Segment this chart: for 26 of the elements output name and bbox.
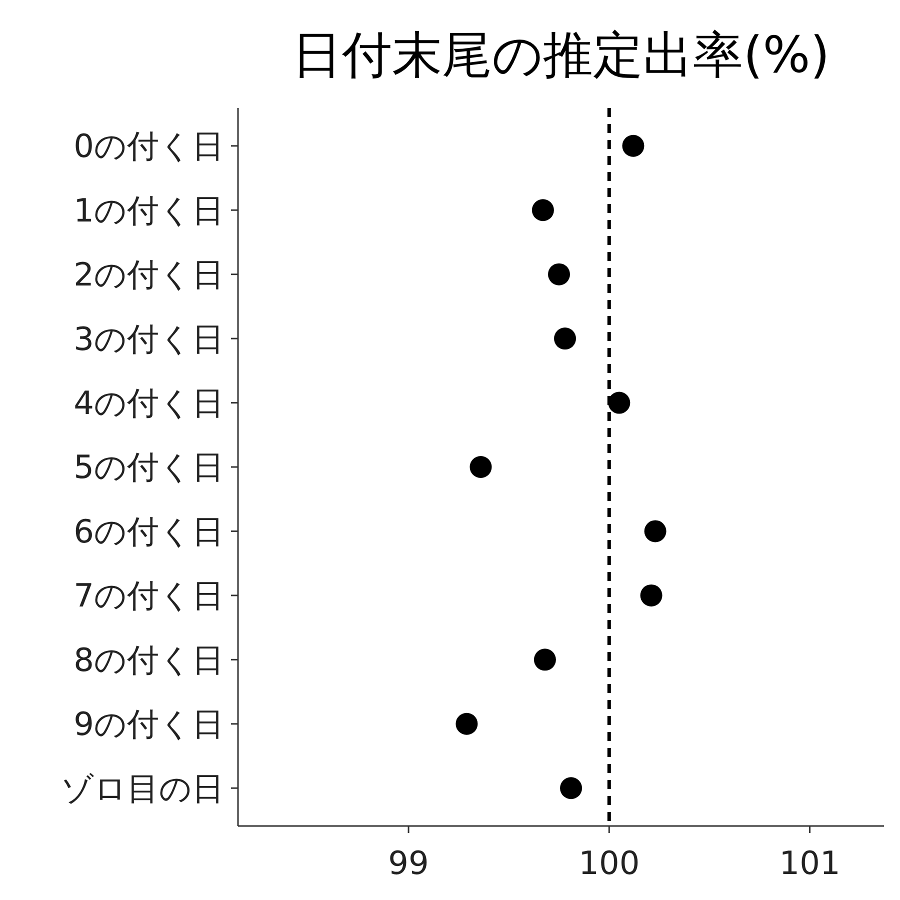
y-tick-label: 5の付く日: [74, 448, 224, 486]
point: [456, 712, 478, 735]
x-tick-label: 100: [578, 844, 640, 882]
y-tick-label: 6の付く日: [74, 512, 224, 550]
point: [470, 456, 492, 478]
point: [554, 328, 576, 350]
point: [534, 648, 556, 671]
chart-title: 日付末尾の推定出率(%): [292, 26, 830, 84]
point: [640, 584, 662, 606]
y-tick-label: 2の付く日: [74, 256, 224, 294]
point: [644, 520, 666, 542]
point: [548, 263, 570, 286]
y-tick-label: 1の付く日: [74, 191, 224, 230]
y-tick-label: 9の付く日: [74, 705, 224, 744]
y-tick-label: 7の付く日: [74, 576, 224, 615]
point: [532, 199, 554, 222]
point: [560, 777, 582, 800]
x-tick-label: 99: [388, 844, 429, 882]
x-tick-label: 101: [779, 844, 840, 882]
y-tick-label: 4の付く日: [74, 384, 224, 422]
point: [608, 392, 630, 414]
point: [622, 134, 644, 157]
y-tick-label: 3の付く日: [74, 320, 224, 358]
y-tick-label: 8の付く日: [74, 640, 224, 679]
y-tick-label: 0の付く日: [74, 127, 224, 166]
y-tick-label: ゾロ目の日: [61, 769, 224, 808]
